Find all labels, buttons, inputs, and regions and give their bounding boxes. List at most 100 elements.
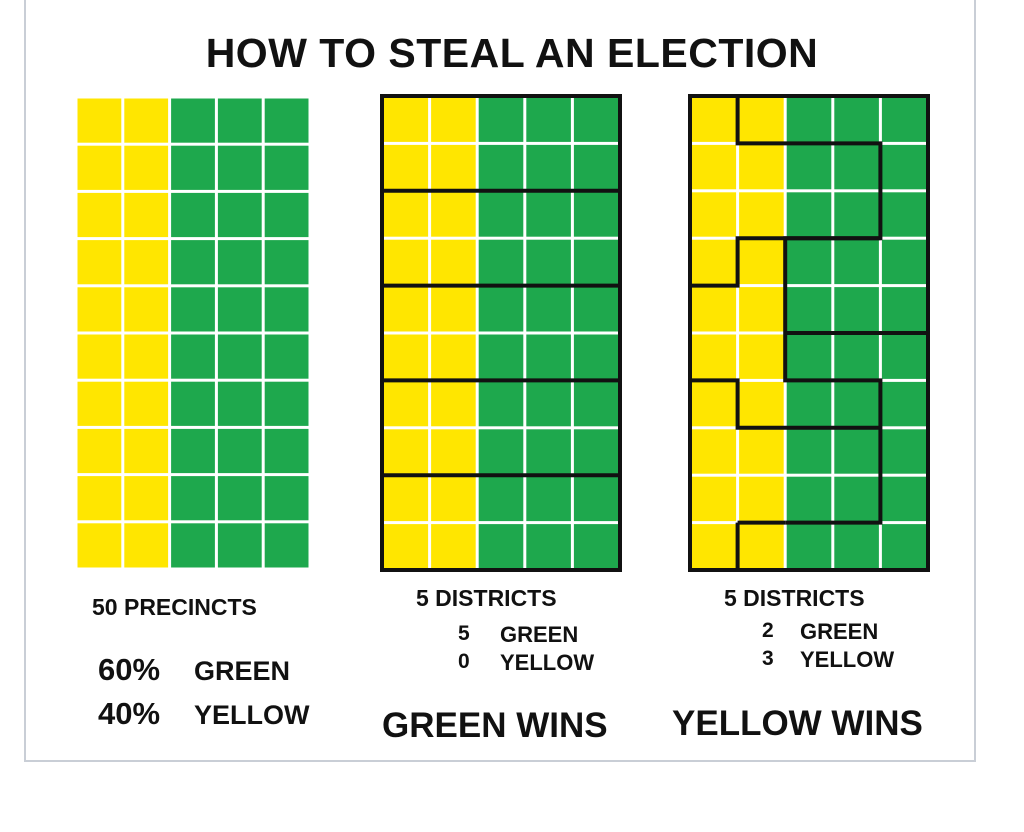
panel2-precinct-cell (526, 476, 571, 522)
panel3-precinct-cell (691, 287, 737, 332)
panel1-precinct-cell (171, 381, 215, 426)
panel2-precinct-cell (573, 192, 619, 237)
green-district-count-2: 2 (762, 619, 774, 642)
panel3-precinct-cell (881, 476, 927, 522)
panel3-precinct-cell (786, 192, 832, 237)
green-percent: 60% (98, 652, 161, 687)
panel1-precinct-cell (171, 334, 215, 379)
precincts-caption: 50 PRECINCTS (92, 594, 257, 620)
panel1-precinct-cell (171, 523, 215, 568)
panel1-precinct-cell (77, 334, 122, 379)
panel3-district-boundary (735, 96, 883, 525)
yellow-percent-label: YELLOW (194, 700, 310, 730)
panel3-precinct-cell (739, 429, 784, 474)
panel1-precinct-cell (217, 334, 262, 379)
panel3-precinct-cell (786, 287, 832, 332)
panel2-precinct-cell (431, 287, 476, 332)
panel3-precinct-cell (881, 429, 927, 474)
panel2-precinct-cell (431, 476, 476, 522)
panel1-precinct-cell (171, 145, 215, 190)
panel1-precinct-cell (124, 240, 169, 285)
panel2-precinct-cell (478, 239, 524, 285)
panel3-precinct-cell (881, 144, 927, 190)
panel1-precinct-cell (264, 240, 309, 285)
panel2-precinct-cell (383, 287, 429, 332)
panel2-precinct-cell (383, 381, 429, 427)
panel1-precinct-cell (124, 523, 169, 568)
panel1-precinct-cell (264, 287, 309, 332)
panel1-precinct-cell (264, 428, 309, 474)
panel1-precinct-cell (77, 287, 122, 332)
panel1-precinct-cell (77, 476, 122, 521)
panel2-precinct-cell (526, 144, 571, 190)
panel1-precinct-cell (217, 381, 262, 426)
panel2-precinct-cell (478, 524, 524, 569)
panel3-precinct-cell (881, 97, 927, 142)
panel2-precinct-cell (431, 97, 476, 142)
panel3-precinct-cell (739, 381, 784, 427)
panel1-precinct-cell (217, 240, 262, 285)
panel3-precinct-cell (691, 97, 737, 142)
panel3-precinct-cell (739, 476, 784, 522)
panel2-precinct-cell (431, 381, 476, 427)
panel1-precinct-cell (77, 145, 122, 190)
panel2-precinct-cell (478, 192, 524, 237)
panel1-precinct-cell (217, 476, 262, 521)
panel3-district-boundary (690, 236, 881, 288)
panel3-precinct-cell (786, 429, 832, 474)
panel1-precinct-cell (77, 523, 122, 568)
panel1-precinct-cell (124, 381, 169, 426)
panel3-precinct-cell (881, 381, 927, 427)
panel1-precinct-cell (124, 145, 169, 190)
panel2-precinct-cell (526, 192, 571, 237)
panel2-precinct-cell (573, 476, 619, 522)
panel3-precinct-cell (834, 239, 879, 285)
panel1-precinct-cell (77, 98, 122, 143)
panel1-precinct-cell (124, 334, 169, 379)
green-percent-label: GREEN (194, 656, 291, 686)
poster-title: HOW TO STEAL AN ELECTION (205, 30, 819, 76)
panel3-precinct-cell (739, 287, 784, 332)
panel3-precinct-cell (786, 476, 832, 522)
panel1-precinct-cell (264, 476, 309, 521)
panel1-precinct-cell (171, 240, 215, 285)
panel2-precinct-cell (383, 192, 429, 237)
panel2-precinct-cell (383, 429, 429, 474)
panel3-precinct-cell (786, 524, 832, 569)
districts-caption-yellow: 5 DISTRICTS (724, 585, 865, 611)
panel1-precinct-cell (264, 98, 309, 143)
panel3-precinct-cell (691, 239, 737, 285)
panel2-precinct-cell (526, 524, 571, 569)
green-district-label: GREEN (500, 622, 579, 647)
panel3-precinct-cell (834, 334, 879, 379)
panel1-precinct-cell (264, 192, 309, 238)
panel3-precinct-cell (739, 334, 784, 379)
panel2-precinct-cell (573, 239, 619, 285)
panel2-precinct-cell (478, 144, 524, 190)
panel1-precinct-cell (264, 334, 309, 379)
panel2-precinct-cell (526, 239, 571, 285)
panel2-precinct-cell (526, 334, 571, 379)
panel2-precinct-cell (431, 144, 476, 190)
panel3-precinct-cell (881, 239, 927, 285)
panel3-precinct-cell (739, 239, 784, 285)
panel3-precinct-cell (881, 192, 927, 237)
panel1-precinct-cell (124, 287, 169, 332)
panel3-precinct-cell (786, 381, 832, 427)
panel3-precinct-cell (834, 429, 879, 474)
yellow-district-label-2: YELLOW (800, 647, 895, 672)
districts-caption-green: 5 DISTRICTS (416, 585, 557, 611)
panel2-precinct-cell (573, 381, 619, 427)
panel2-outer-border (380, 94, 622, 572)
panel3-precinct-cell (786, 97, 832, 142)
panel3-precinct-cell (881, 334, 927, 379)
panel2-precinct-cell (383, 524, 429, 569)
panel2-precinct-cell (573, 429, 619, 474)
panel3-precinct-cell (691, 144, 737, 190)
panel1-precinct-cell (171, 428, 215, 474)
panel1-precinct-cell (217, 428, 262, 474)
panel2-precinct-cell (431, 429, 476, 474)
panel3-precinct-cell (739, 97, 784, 142)
panel3-precinct-cell (691, 334, 737, 379)
